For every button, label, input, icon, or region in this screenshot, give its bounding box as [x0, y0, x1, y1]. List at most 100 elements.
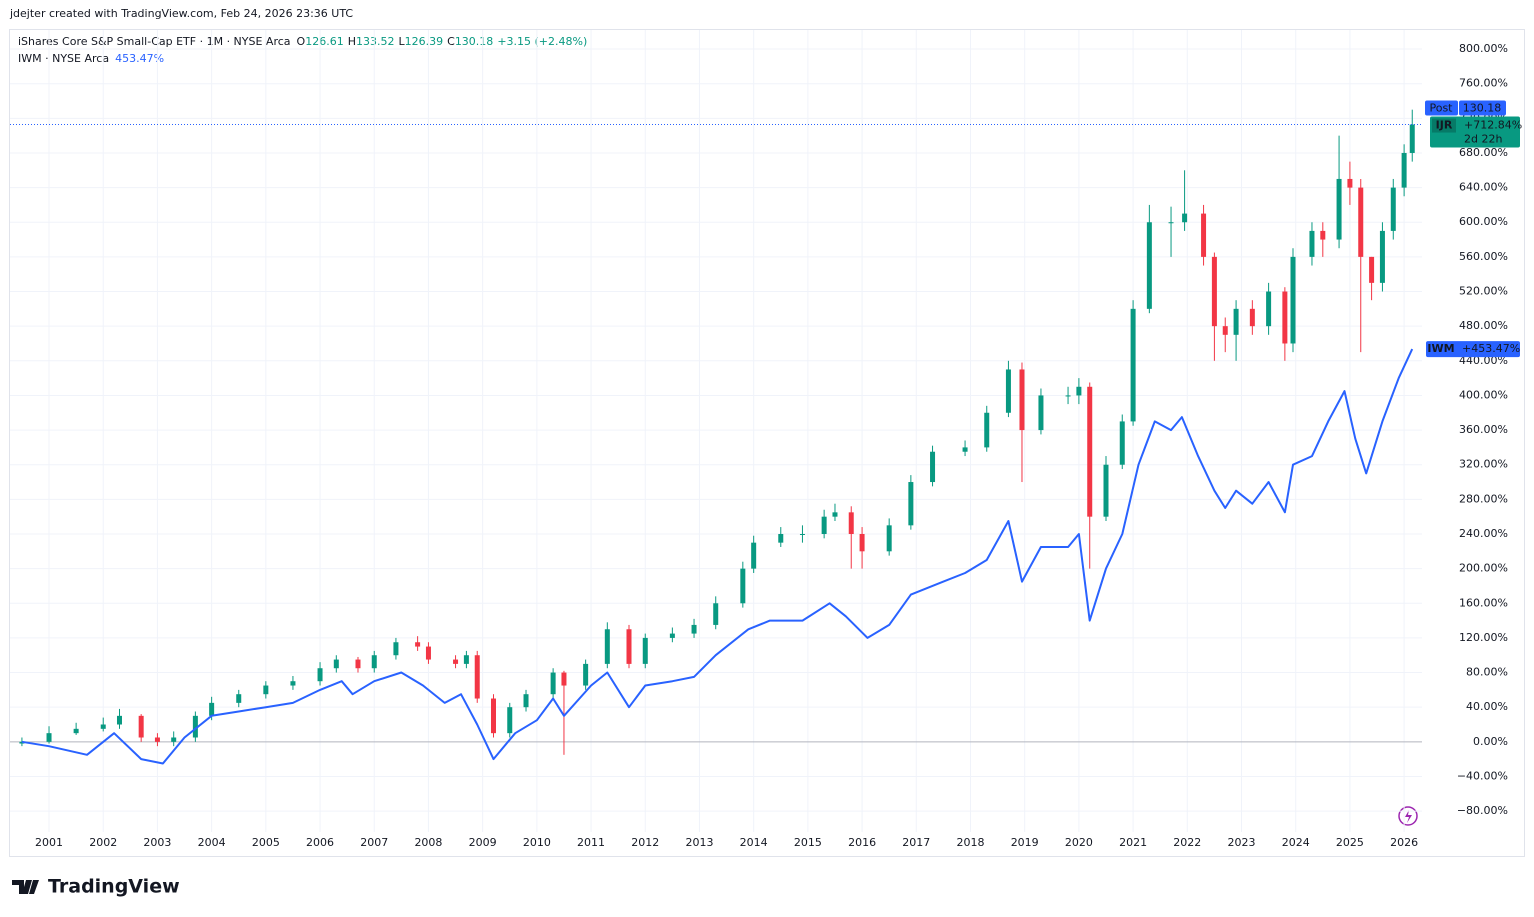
alert-icon[interactable] [1398, 806, 1418, 826]
x-tick-label: 2004 [198, 836, 226, 849]
candle-body [604, 629, 610, 664]
candle-body [425, 646, 431, 660]
candle-body [1249, 308, 1255, 327]
candle-body [192, 715, 198, 738]
y-tick-label: 120.00% [1459, 631, 1508, 644]
candle-body [46, 733, 52, 742]
x-tick-label: 2024 [1282, 836, 1310, 849]
x-tick-label: 2013 [685, 836, 713, 849]
ohlc-value: 126.39 [405, 35, 444, 48]
candle-body [393, 642, 399, 656]
candle-body [1233, 308, 1239, 335]
y-tick-label: 680.00% [1459, 146, 1508, 159]
candle-body [171, 737, 177, 742]
candle-body [550, 672, 556, 695]
candle-body [1369, 256, 1375, 283]
legend-compare: IWM · NYSE Arca 453.47% [18, 52, 164, 65]
candle-body [583, 663, 589, 686]
candle-body [1222, 326, 1228, 335]
candle-body [713, 603, 719, 625]
candle-body [626, 629, 632, 664]
ijr-pct: +712.84% [1464, 119, 1522, 132]
candle-body [1347, 178, 1353, 188]
candle-body [415, 642, 421, 647]
candle-body [691, 624, 697, 634]
candle-body [209, 702, 215, 716]
iwm-pct: +453.47% [1462, 342, 1520, 355]
candle-body [463, 655, 469, 664]
x-tick-label: 2018 [956, 836, 984, 849]
change: +3.15 (+2.48%) [497, 35, 587, 48]
y-tick-label: 160.00% [1459, 596, 1508, 609]
post-label: Post [1429, 102, 1453, 115]
logo-mark [12, 880, 39, 894]
y-tick-label: 520.00% [1459, 285, 1508, 298]
post-price-badge [1459, 100, 1506, 116]
candle-body [100, 724, 106, 729]
candle-body [1401, 152, 1407, 188]
candle-body [1065, 395, 1071, 397]
ohlc-label: O [297, 35, 306, 48]
candle-body [1211, 256, 1217, 327]
x-tick-label: 2025 [1336, 836, 1364, 849]
x-tick-label: 2006 [306, 836, 334, 849]
candle-body [1409, 124, 1415, 153]
y-tick-label: −40.00% [1457, 769, 1508, 782]
y-tick-label: 400.00% [1459, 388, 1508, 401]
symbol: iShares Core S&P Small-Cap ETF · 1M · NY… [18, 35, 291, 48]
x-tick-label: 2012 [631, 836, 659, 849]
candle-body [507, 707, 513, 734]
candle-body [474, 655, 480, 699]
candle-body [848, 512, 854, 534]
candle-body [740, 568, 746, 604]
candle-body [138, 715, 144, 738]
ohlc-label: C [447, 35, 455, 48]
x-tick-label: 2003 [143, 836, 171, 849]
candle-body [1005, 369, 1011, 413]
candle-body [799, 533, 805, 535]
candle-body [1282, 291, 1288, 344]
candle-body [317, 668, 323, 682]
x-tick-label: 2014 [740, 836, 768, 849]
candle-body [821, 516, 827, 534]
candle-body [1266, 291, 1272, 327]
x-tick-label: 2007 [360, 836, 388, 849]
candle-body [886, 525, 892, 552]
candle-body [1320, 230, 1326, 240]
plot-area [10, 30, 1422, 832]
tv-logo: TradingView [12, 876, 180, 898]
x-tick-label: 2019 [1011, 836, 1039, 849]
candle-body [778, 533, 784, 543]
candle-body [1119, 421, 1125, 465]
candle-body [1182, 213, 1188, 223]
x-tick-label: 2011 [577, 836, 605, 849]
x-tick-label: 2020 [1065, 836, 1093, 849]
ohlc-label: H [348, 35, 356, 48]
candle-body [1168, 222, 1174, 224]
ohlc-value: 126.61 [305, 35, 344, 48]
ijr-name-box [1432, 118, 1456, 133]
candle-body [832, 512, 838, 517]
ohlc-value: 130.18 [455, 35, 494, 48]
x-tick-label: 2001 [35, 836, 63, 849]
candle-body [561, 672, 567, 686]
x-tick-label: 2008 [414, 836, 442, 849]
y-tick-label: 240.00% [1459, 527, 1508, 540]
y-tick-label: 320.00% [1459, 458, 1508, 471]
x-tick-label: 2017 [902, 836, 930, 849]
candle-body [1336, 178, 1342, 240]
logo-text: TradingView [48, 876, 180, 898]
legend-main: iShares Core S&P Small-Cap ETF · 1M · NY… [18, 35, 587, 48]
candle-body [1019, 369, 1025, 431]
candle-body [1103, 464, 1109, 517]
candle-body [355, 659, 361, 669]
candle-body [523, 694, 529, 708]
ohlc-value: 133.52 [356, 35, 395, 48]
candle-body [1309, 230, 1315, 257]
candle-body [116, 715, 122, 725]
alert-icon-bolt [1405, 810, 1412, 823]
candle-body [490, 698, 496, 734]
